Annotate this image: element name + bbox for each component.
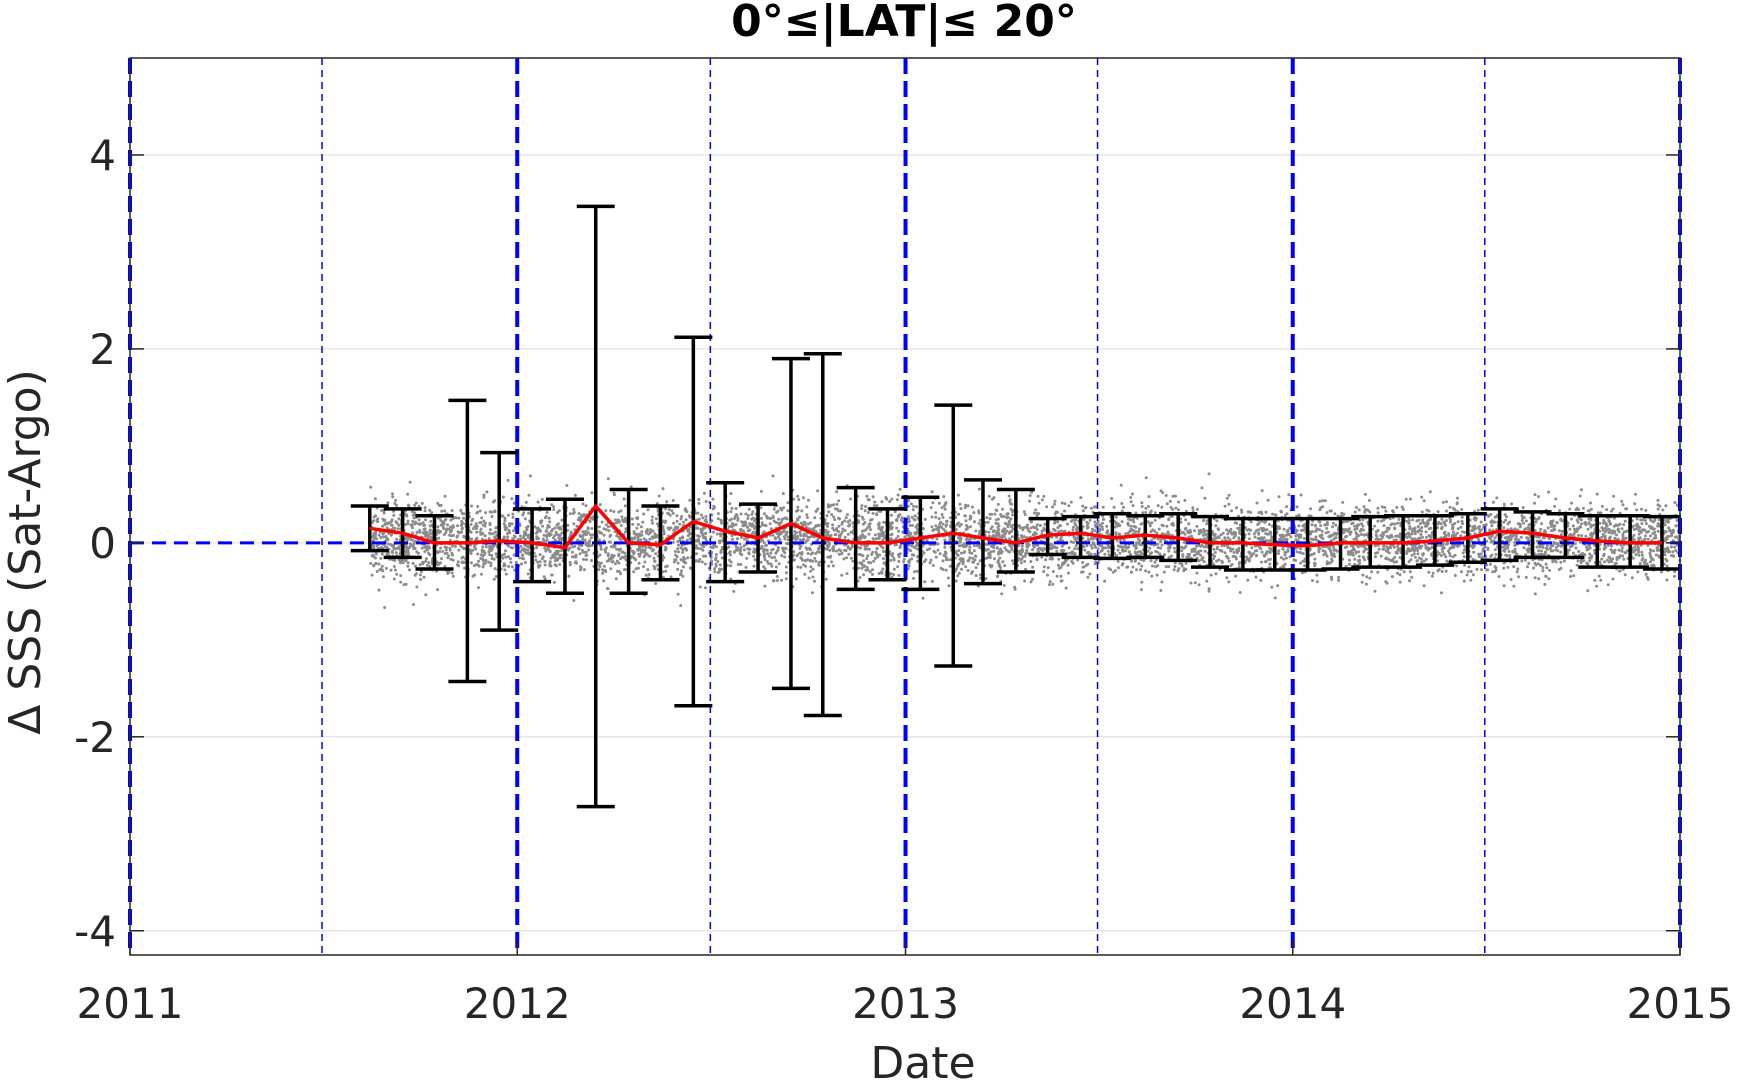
x-tick-label: 2011: [77, 979, 184, 1028]
x-tick-label: 2015: [1627, 979, 1734, 1028]
x-axis-label: Date: [870, 1038, 975, 1087]
y-axis-label: Δ SSS (Sat-Argo): [0, 369, 51, 735]
y-tick-label: -4: [74, 907, 116, 956]
x-tick-label: 2012: [464, 979, 571, 1028]
y-tick-label: -2: [74, 713, 116, 762]
x-tick-label: 2014: [1239, 979, 1346, 1028]
chart-title: 0°≤|LAT|≤ 20°: [731, 0, 1077, 47]
y-tick-label: 0: [89, 519, 116, 568]
y-tick-label: 2: [89, 325, 116, 374]
x-tick-label: 2013: [852, 979, 959, 1028]
plot-area: -4 -2 0 2 4 2011 2012 2013 2014 2015: [74, 58, 1733, 1028]
y-tick-label: 4: [89, 131, 116, 180]
